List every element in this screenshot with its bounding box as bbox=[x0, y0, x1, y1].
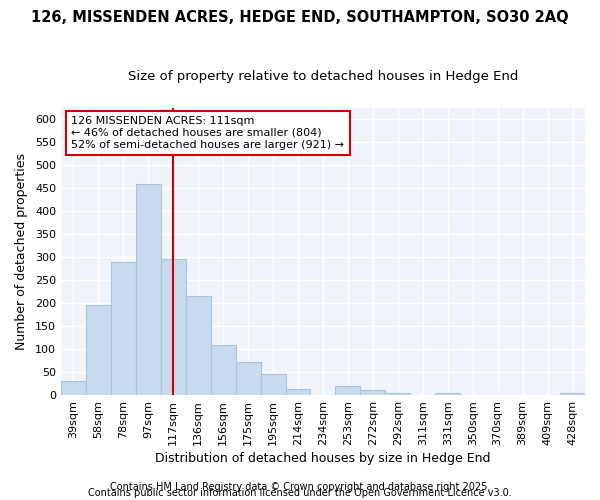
Text: Contains public sector information licensed under the Open Government Licence v3: Contains public sector information licen… bbox=[88, 488, 512, 498]
Bar bbox=[286, 389, 310, 395]
Y-axis label: Number of detached properties: Number of detached properties bbox=[15, 153, 28, 350]
Bar bbox=[61, 382, 86, 395]
Bar bbox=[560, 393, 585, 395]
Bar bbox=[435, 393, 460, 395]
Bar bbox=[186, 296, 211, 395]
Text: Contains HM Land Registry data © Crown copyright and database right 2025.: Contains HM Land Registry data © Crown c… bbox=[110, 482, 490, 492]
Bar bbox=[361, 390, 385, 395]
Bar bbox=[136, 184, 161, 395]
Bar bbox=[335, 386, 361, 395]
Text: 126, MISSENDEN ACRES, HEDGE END, SOUTHAMPTON, SO30 2AQ: 126, MISSENDEN ACRES, HEDGE END, SOUTHAM… bbox=[31, 10, 569, 25]
Bar bbox=[211, 344, 236, 395]
Bar bbox=[260, 374, 286, 395]
Bar bbox=[86, 304, 111, 395]
Text: 126 MISSENDEN ACRES: 111sqm
← 46% of detached houses are smaller (804)
52% of se: 126 MISSENDEN ACRES: 111sqm ← 46% of det… bbox=[71, 116, 344, 150]
Bar bbox=[111, 262, 136, 395]
X-axis label: Distribution of detached houses by size in Hedge End: Distribution of detached houses by size … bbox=[155, 452, 491, 465]
Title: Size of property relative to detached houses in Hedge End: Size of property relative to detached ho… bbox=[128, 70, 518, 83]
Bar bbox=[236, 362, 260, 395]
Bar bbox=[385, 393, 410, 395]
Bar bbox=[161, 260, 186, 395]
